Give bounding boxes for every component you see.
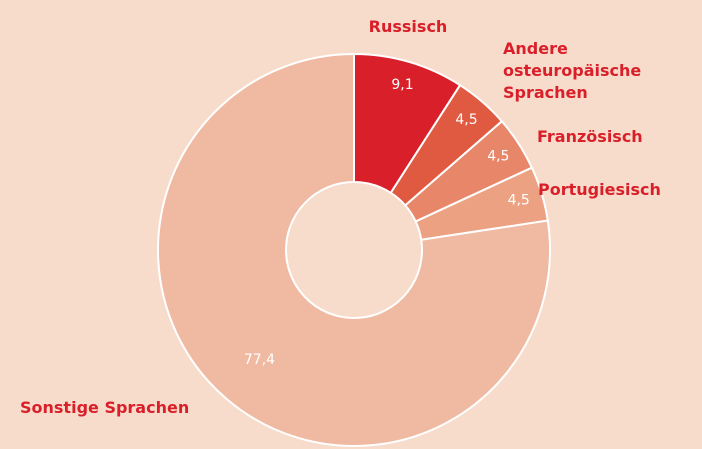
value-label: 4,5 bbox=[508, 192, 530, 208]
category-label: Andere osteuropäische Sprachen bbox=[503, 39, 642, 102]
slice bbox=[157, 52, 551, 447]
category-label: Sonstige Sprachen bbox=[20, 398, 190, 417]
category-label: Französisch bbox=[537, 127, 643, 146]
value-label: 9,1 bbox=[391, 77, 413, 93]
category-label: Russisch bbox=[368, 17, 448, 36]
value-label: 77,4 bbox=[244, 352, 275, 368]
value-label: 4,5 bbox=[455, 112, 477, 128]
category-label: Portugiesisch bbox=[538, 180, 661, 199]
value-label: 4,5 bbox=[487, 148, 509, 164]
